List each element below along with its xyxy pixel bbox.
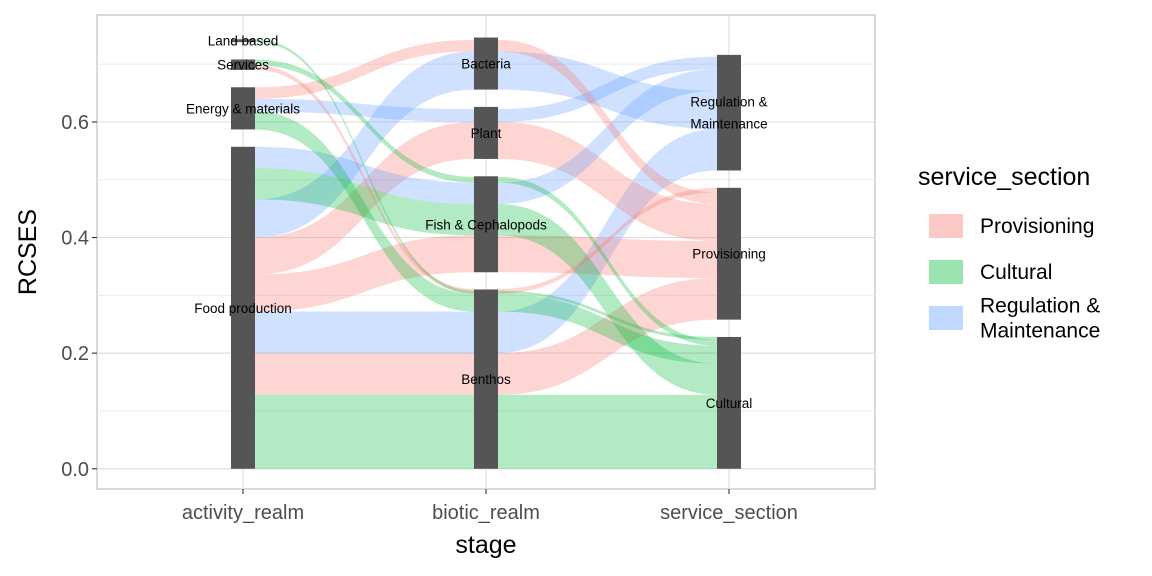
flow-regulation-and-maintenance — [255, 128, 717, 354]
stratum-label-benthos: Benthos — [461, 372, 511, 387]
flow-regulation-and-maintenance — [255, 69, 717, 205]
flow-cultural — [255, 111, 717, 364]
y-axis: 0.0 0.2 0.4 0.6 — [61, 112, 97, 481]
strata — [231, 37, 741, 469]
flow-provisioning — [255, 39, 717, 205]
flow-regulation-and-maintenance — [255, 56, 717, 122]
flow-regulation-and-maintenance — [255, 51, 717, 238]
y-tick-label: 0.0 — [61, 459, 89, 481]
stratum-label-land-based: Land based — [208, 34, 279, 49]
stratum-food-production — [231, 146, 255, 469]
legend-label-provisioning: Provisioning — [980, 215, 1094, 238]
stratum-regulation-and-maintenance — [717, 54, 741, 171]
stratum-services — [231, 59, 255, 70]
stratum-label-cultural: Cultural — [706, 396, 753, 411]
x-tick-label: activity_realm — [182, 502, 304, 524]
y-tick-label: 0.2 — [61, 343, 89, 365]
legend-label-regulation-and-maintenance: Regulation & Maintenance — [980, 295, 1100, 343]
stratum-label-services: Services — [217, 58, 269, 73]
stratum-bacteria — [474, 37, 498, 90]
stratum-land-based — [231, 39, 255, 43]
flow-provisioning — [255, 121, 717, 275]
stratum-energy-and-materials — [231, 87, 255, 130]
stratum-plant — [474, 106, 498, 159]
flow-provisioning — [255, 235, 717, 312]
stratum-cultural — [717, 336, 741, 469]
flows — [255, 39, 717, 469]
legend-key-cultural — [929, 260, 963, 284]
stratum-label-food-production: Food production — [194, 301, 292, 316]
x-tick-label: biotic_realm — [432, 502, 540, 524]
legend-label-cultural: Cultural — [980, 261, 1052, 284]
stratum-fish-and-cephalopods — [474, 176, 498, 273]
legend-key-regulation-and-maintenance — [929, 306, 963, 330]
stratum-label-energy-and-materials: Energy & materials — [186, 101, 300, 116]
x-tick-label: service_section — [660, 502, 798, 524]
y-axis-title: RCSES — [14, 209, 42, 295]
stratum-label-bacteria: Bacteria — [461, 57, 511, 72]
stratum-label-provisioning: Provisioning — [692, 247, 766, 262]
legend-title: service_section — [918, 163, 1090, 191]
x-axis: activity_realm biotic_realm service_sectio… — [182, 489, 798, 524]
stratum-label-plant: Plant — [471, 126, 502, 141]
stratum-label-fish-and-cephalopods: Fish & Cephalopods — [425, 217, 547, 232]
flow-provisioning — [255, 278, 717, 395]
legend-key-provisioning — [929, 214, 963, 238]
stratum-label-regulation-and-maintenance: Regulation & Maintenance — [690, 95, 767, 132]
y-tick-label: 0.4 — [61, 228, 89, 250]
legend: service_section Provisioning Cultural Regu… — [918, 163, 1100, 343]
stratum-provisioning — [717, 187, 741, 320]
y-tick-label: 0.6 — [61, 112, 89, 134]
stratum-labels: Food production Energy & materials Service… — [186, 34, 768, 411]
x-axis-title: stage — [455, 531, 516, 559]
stratum-benthos — [474, 289, 498, 469]
